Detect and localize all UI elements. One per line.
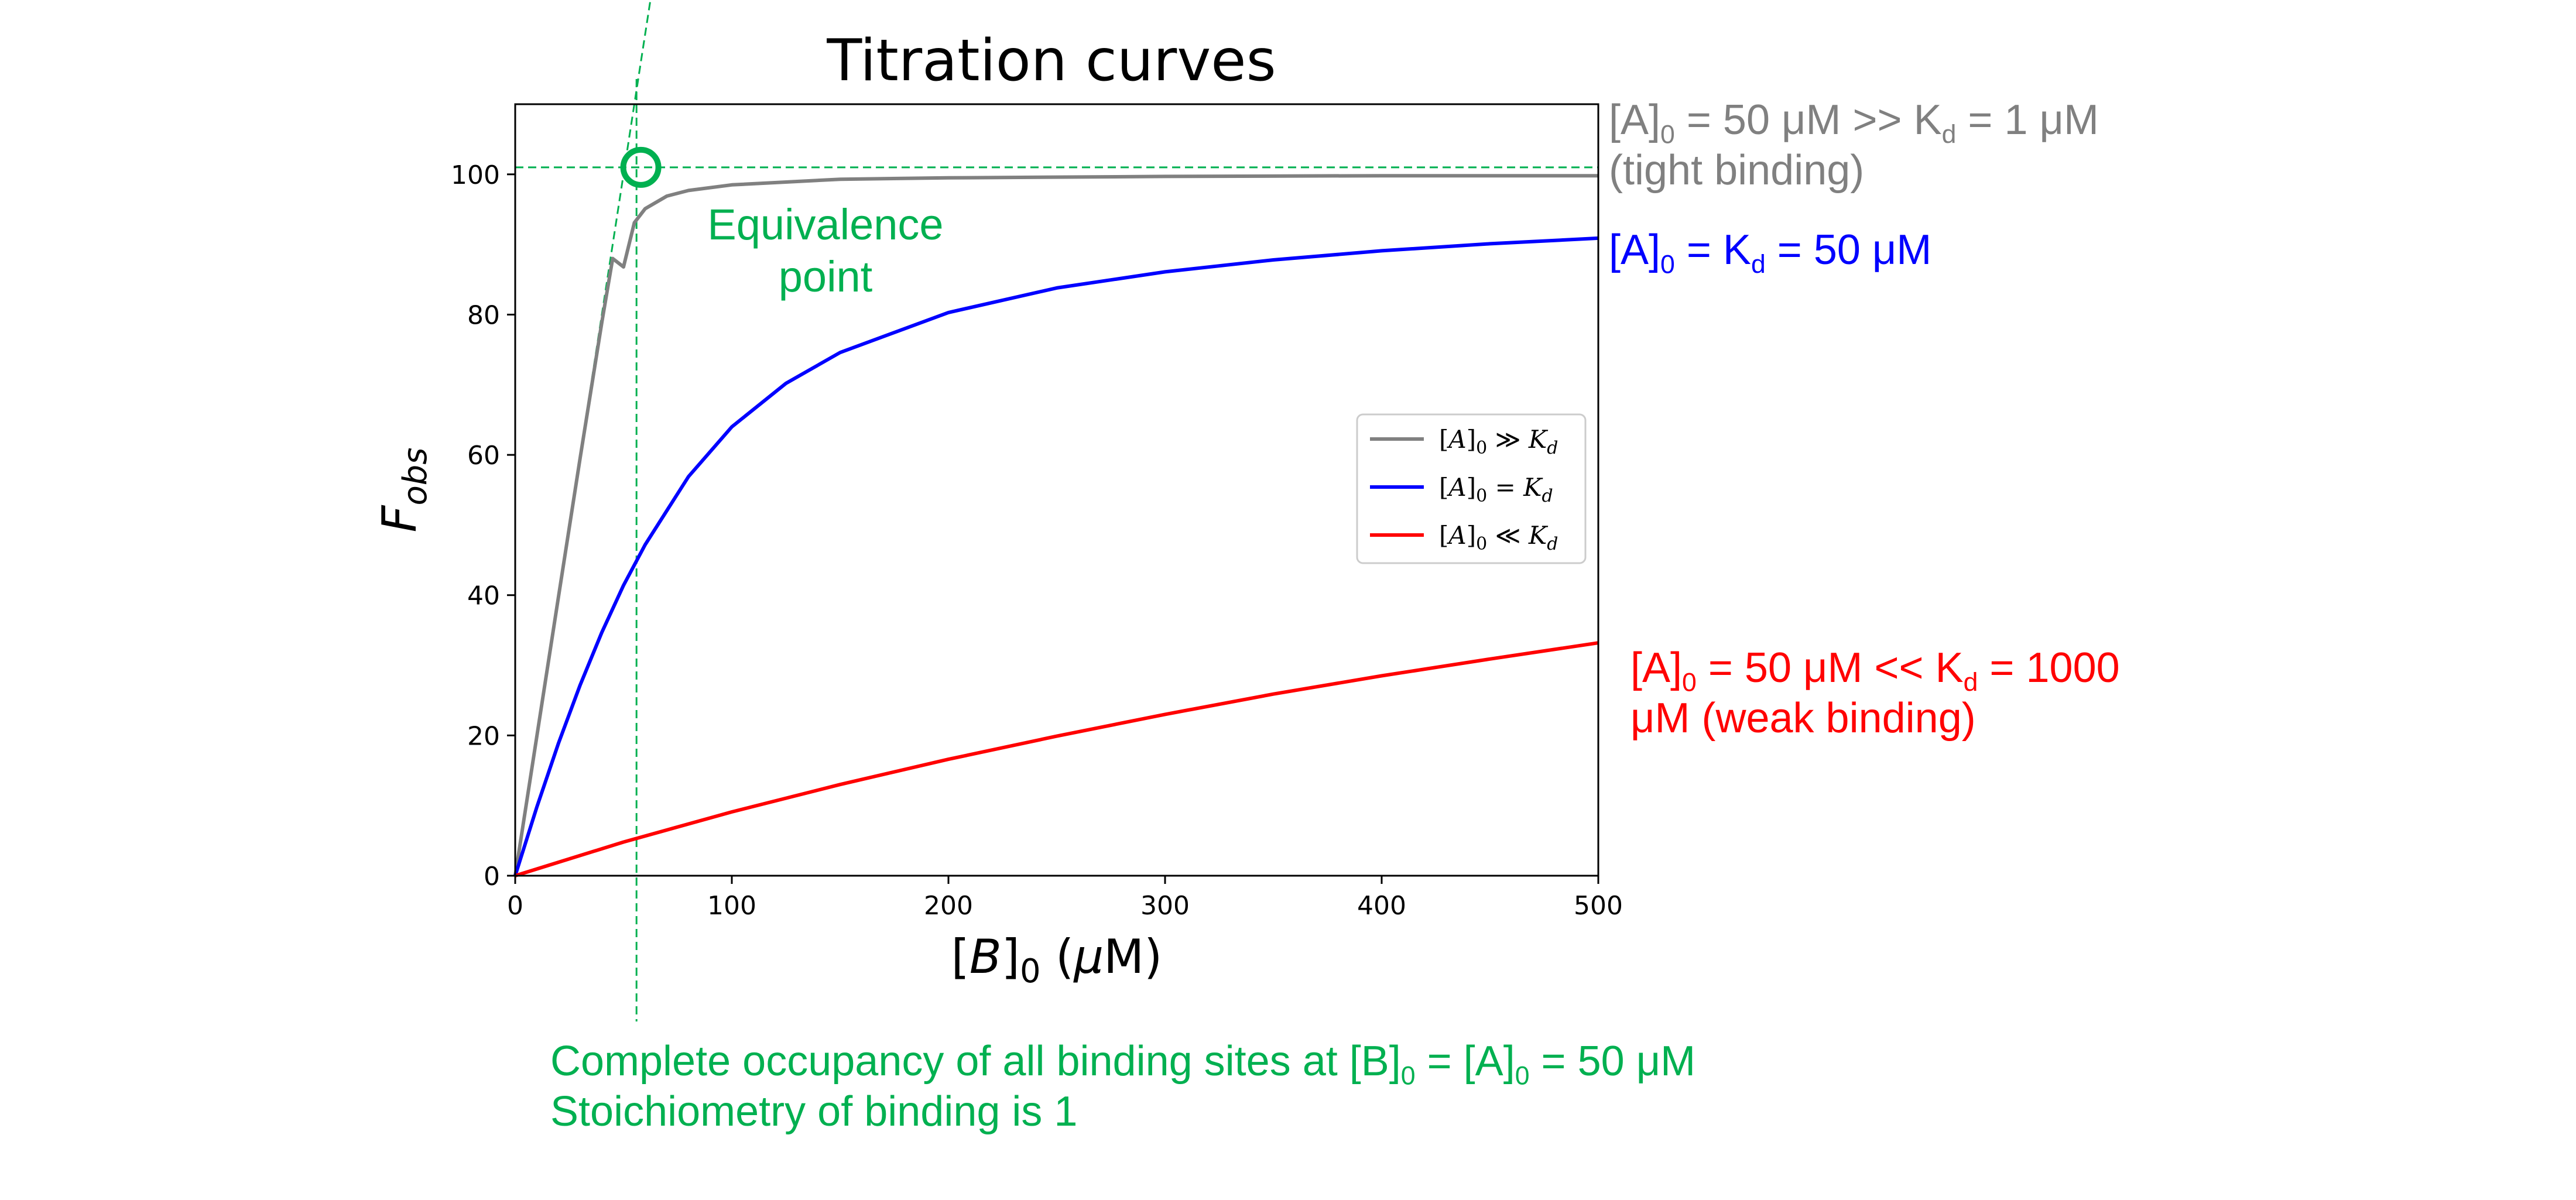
series-line-1: [513, 236, 1599, 876]
y-tick-label: 60: [467, 441, 500, 471]
legend-label-0: [A]0 ≫ Kd: [1439, 425, 1558, 458]
y-tick-label: 80: [467, 300, 500, 330]
x-tick-label: 400: [1357, 891, 1406, 921]
series-line-2: [515, 641, 1599, 877]
y-tick-label: 0: [484, 862, 500, 892]
legend-box: [1356, 413, 1587, 564]
x-tick-label: 100: [707, 891, 756, 921]
legend-label-1: [A]0 = Kd: [1439, 473, 1553, 506]
x-tick-label: 200: [924, 891, 973, 921]
x-tick-label: 500: [1574, 891, 1623, 921]
equal-binding-label: [A]0 = Kd = 50 μM: [1609, 227, 1932, 279]
equivalence-point-marker: [620, 146, 662, 188]
series-line-0: [513, 174, 1598, 876]
y-axis-label: Fobs: [372, 448, 434, 533]
plot-frame: [514, 103, 1599, 877]
x-tick-label: 300: [1140, 891, 1190, 921]
x-axis-label: [B]0 (μM): [951, 930, 1163, 990]
x-tick-label: 0: [507, 891, 523, 921]
tight-binding-label: [A]0 = 50 μM >> Kd = 1 μM (tight binding…: [1609, 97, 2099, 194]
chart-title: Titration curves: [826, 28, 1276, 94]
legend: [A]0 ≫ Kd [A]0 = Kd [A]0 ≪ Kd: [1356, 413, 1587, 564]
equivalence-label: Equivalence point: [707, 200, 944, 301]
y-tick-label: 20: [467, 721, 500, 751]
legend-label-2: [A]0 ≪ Kd: [1439, 521, 1558, 554]
y-tick-label: 40: [467, 581, 500, 611]
y-tick-label: 100: [451, 160, 500, 190]
bottom-caption: Complete occupancy of all binding sites …: [550, 1038, 1696, 1136]
weak-binding-label: [A]0 = 50 μM << Kd = 1000 μM (weak bindi…: [1630, 644, 2120, 742]
